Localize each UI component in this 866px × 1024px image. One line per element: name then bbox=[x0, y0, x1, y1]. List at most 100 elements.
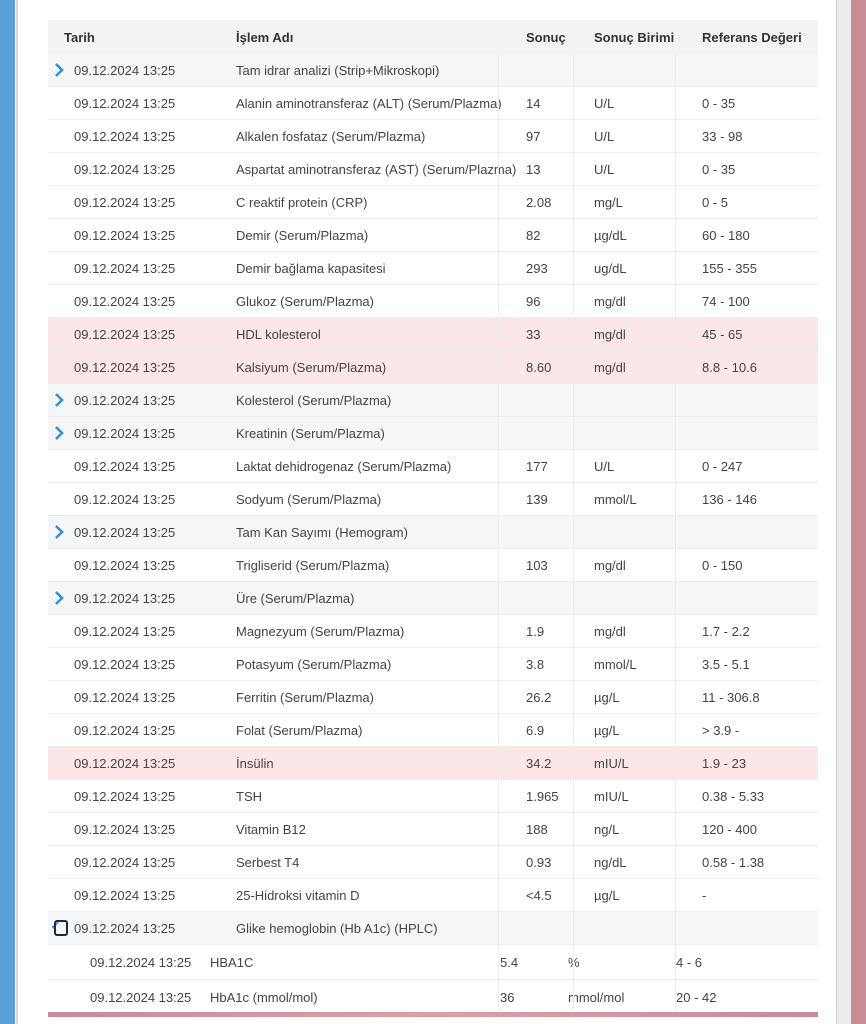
cell-result: 96 bbox=[526, 293, 541, 309]
column-divider bbox=[675, 549, 676, 581]
cell-date: 09.12.2024 13:25 bbox=[74, 326, 176, 342]
column-divider bbox=[498, 681, 499, 713]
column-divider bbox=[675, 945, 676, 979]
group-row[interactable]: 09.12.2024 13:25 Kolesterol (Serum/Plazma… bbox=[48, 384, 818, 417]
header-ref[interactable]: Referans Değeri bbox=[702, 29, 802, 45]
cell-name: 25-Hidroksi vitamin D bbox=[236, 887, 360, 903]
frame-left bbox=[16, 0, 18, 1024]
cell-date: 09.12.2024 13:25 bbox=[74, 722, 176, 738]
table-row: 09.12.2024 13:25 Ferritin (Serum/Plazma) 2… bbox=[48, 681, 818, 714]
column-divider bbox=[675, 483, 676, 515]
cell-name: Laktat dehidrogenaz (Serum/Plazma) bbox=[236, 458, 452, 474]
scrollbar-track[interactable] bbox=[836, 0, 851, 1024]
header-result[interactable]: Sonuç bbox=[526, 29, 566, 45]
group-row[interactable]: 09.12.2024 13:25 Tam idrar analizi (Strip… bbox=[48, 54, 818, 87]
cell-ref: 60 - 180 bbox=[702, 227, 750, 243]
cell-ref: 1.9 - 23 bbox=[702, 755, 747, 771]
cell-result: 0.93 bbox=[526, 854, 552, 870]
column-divider bbox=[573, 615, 574, 647]
cell-unit: µg/dL bbox=[594, 227, 627, 243]
column-divider bbox=[498, 747, 499, 779]
cell-unit: U/L bbox=[594, 458, 615, 474]
cell-name: C reaktif protein (CRP) bbox=[236, 194, 368, 210]
cell-name: Alanin aminotransferaz (ALT) (Serum/Plaz… bbox=[236, 95, 502, 111]
column-divider bbox=[675, 747, 676, 779]
column-divider bbox=[573, 450, 574, 482]
column-divider bbox=[498, 450, 499, 482]
cell-ref: 0 - 150 bbox=[702, 557, 743, 573]
table-row: 09.12.2024 13:25 Kalsiyum (Serum/Plazma) 8… bbox=[48, 351, 818, 384]
group-row[interactable]: 09.12.2024 13:25 Üre (Serum/Plazma) bbox=[48, 582, 818, 615]
cell-name: Alkalen fosfataz (Serum/Plazma) bbox=[236, 128, 426, 144]
cell-name: Üre (Serum/Plazma) bbox=[236, 590, 355, 606]
left-edge bbox=[0, 0, 15, 1024]
cell-name: Kolesterol (Serum/Plazma) bbox=[236, 392, 392, 408]
cell-name: Potasyum (Serum/Plazma) bbox=[236, 656, 392, 672]
column-divider bbox=[573, 384, 574, 416]
table-row: 09.12.2024 13:25 İnsülin 34.2 mIU/L 1.9 - 23 bbox=[48, 747, 818, 780]
cell-unit: ng/dL bbox=[594, 854, 627, 870]
cell-name: HbA1c (mmol/mol) bbox=[210, 989, 318, 1005]
cell-result: 188 bbox=[526, 821, 548, 837]
header-unit[interactable]: Sonuç Birimi bbox=[594, 29, 675, 45]
cell-ref: > 3.9 - bbox=[702, 722, 740, 738]
group-row[interactable]: ✓ 09.12.2024 13:25 Glike hemoglobin (Hb A1… bbox=[48, 912, 818, 945]
cell-ref: 74 - 100 bbox=[702, 293, 750, 309]
cell-unit: U/L bbox=[594, 95, 615, 111]
column-divider bbox=[498, 813, 499, 845]
cell-name: Kreatinin (Serum/Plazma) bbox=[236, 425, 385, 441]
cell-name: Demir bağlama kapasitesi bbox=[236, 260, 386, 276]
cell-date: 09.12.2024 13:25 bbox=[74, 227, 176, 243]
column-divider bbox=[498, 285, 499, 317]
chevron-right-icon[interactable] bbox=[52, 63, 66, 77]
column-divider bbox=[675, 153, 676, 185]
checkbox-checked-icon[interactable] bbox=[54, 920, 68, 936]
column-divider bbox=[573, 747, 574, 779]
table-row: 09.12.2024 13:25 Aspartat aminotransferaz… bbox=[48, 153, 818, 186]
column-divider bbox=[675, 780, 676, 812]
column-divider bbox=[573, 780, 574, 812]
chevron-right-icon[interactable] bbox=[52, 591, 66, 605]
table-row: 09.12.2024 13:25 HBA1C 5.4%4 - 6 bbox=[48, 945, 818, 980]
cell-name: HDL kolesterol bbox=[236, 326, 321, 342]
column-divider bbox=[675, 417, 676, 449]
cell-ref: 136 - 146 bbox=[702, 491, 757, 507]
column-divider bbox=[498, 780, 499, 812]
column-divider bbox=[675, 384, 676, 416]
table-row: 09.12.2024 13:25 HbA1c (mmol/mol) 36 mmol/m… bbox=[48, 980, 818, 1015]
group-row[interactable]: 09.12.2024 13:25 Tam Kan Sayımı (Hemogram… bbox=[48, 516, 818, 549]
column-divider bbox=[498, 219, 499, 251]
cell-result: 33 bbox=[526, 326, 541, 342]
chevron-right-icon[interactable] bbox=[52, 426, 66, 440]
column-divider bbox=[573, 648, 574, 680]
header-name[interactable]: İşlem Adı bbox=[236, 29, 294, 45]
cell-date: 09.12.2024 13:25 bbox=[74, 557, 176, 573]
cell-unit: ug/dL bbox=[594, 260, 627, 276]
cell-date: 09.12.2024 13:25 bbox=[74, 161, 176, 177]
column-divider bbox=[573, 912, 574, 944]
column-divider bbox=[498, 417, 499, 449]
column-divider bbox=[675, 186, 676, 218]
cell-ref: 1.7 - 2.2 bbox=[702, 623, 750, 639]
column-divider bbox=[573, 54, 574, 86]
cell-result: 1.965 bbox=[526, 788, 559, 804]
cell-name: HBA1C bbox=[210, 954, 254, 970]
cell-unit: U/L bbox=[594, 128, 615, 144]
cell-name: Demir (Serum/Plazma) bbox=[236, 227, 369, 243]
column-divider bbox=[498, 615, 499, 647]
chevron-right-icon[interactable] bbox=[52, 525, 66, 539]
cell-date: 09.12.2024 13:25 bbox=[74, 755, 176, 771]
cell-result: 34.2 bbox=[526, 755, 552, 771]
cell-unit: mg/dl bbox=[594, 326, 626, 342]
cell-ref: 0.38 - 5.33 bbox=[702, 788, 765, 804]
table-row: 09.12.2024 13:25 Alkalen fosfataz (Serum/… bbox=[48, 120, 818, 153]
table-header: Tarih İşlem Adı Sonuç Sonuç Birimi Refer… bbox=[48, 20, 818, 54]
cell-name: Serbest T4 bbox=[236, 854, 300, 870]
table-row: 09.12.2024 13:25 Trigliserid (Serum/Plazm… bbox=[48, 549, 818, 582]
column-divider bbox=[675, 87, 676, 119]
group-row[interactable]: 09.12.2024 13:25 Kreatinin (Serum/Plazma) bbox=[48, 417, 818, 450]
header-date[interactable]: Tarih bbox=[64, 29, 95, 45]
table-row: 09.12.2024 13:25 Magnezyum (Serum/Plazma)… bbox=[48, 615, 818, 648]
column-divider bbox=[573, 318, 574, 350]
chevron-right-icon[interactable] bbox=[52, 393, 66, 407]
